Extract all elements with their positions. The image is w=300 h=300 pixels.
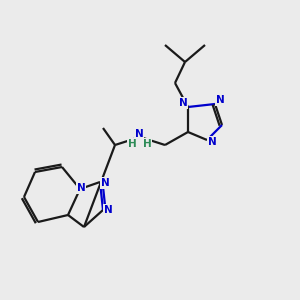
- Text: H: H: [128, 139, 136, 149]
- Text: N: N: [76, 183, 85, 193]
- Text: N: N: [135, 129, 143, 139]
- Text: N: N: [178, 98, 188, 108]
- Text: N: N: [208, 137, 216, 147]
- Text: N: N: [216, 95, 224, 105]
- Text: N: N: [103, 205, 112, 215]
- Text: H: H: [142, 139, 152, 149]
- Text: N: N: [100, 178, 109, 188]
